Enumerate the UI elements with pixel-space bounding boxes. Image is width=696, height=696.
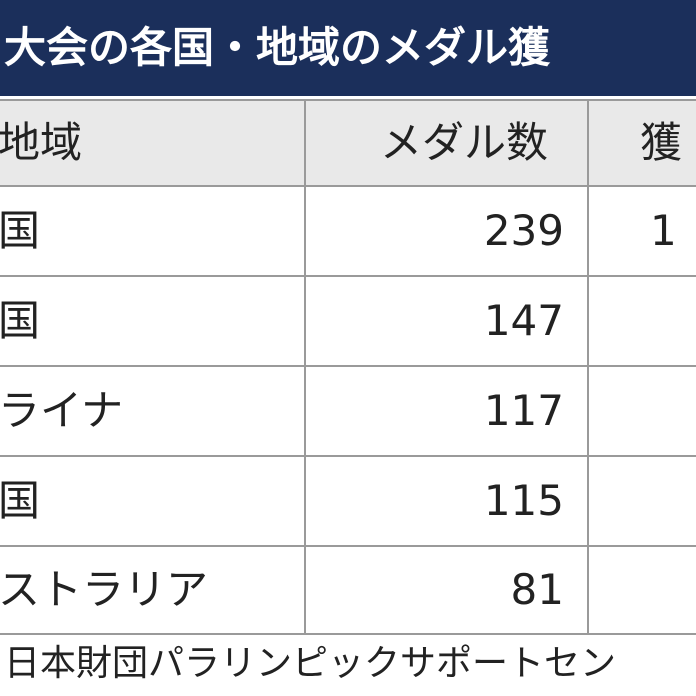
column-divider — [304, 100, 306, 634]
row-divider — [0, 365, 696, 367]
table-cell: ストラリア — [0, 565, 209, 614]
row-divider — [0, 275, 696, 277]
row-divider — [0, 545, 696, 547]
table-cell: 国 — [0, 206, 41, 255]
title-bar: 大会の各国・地域のメダル獲 — [0, 0, 696, 96]
table-cell: 国 — [0, 296, 41, 345]
table-cell: 239 — [483, 206, 564, 255]
column-divider — [587, 100, 589, 634]
header-cell: 地域 — [0, 118, 83, 167]
row-divider — [0, 633, 696, 635]
table-cell: 117 — [483, 386, 564, 435]
header-cell: メダル数 — [379, 118, 548, 167]
header-cell: 獲 — [640, 118, 683, 167]
table-cell: 1 — [650, 206, 677, 255]
source: 日本財団パラリンピックサポートセン — [4, 643, 617, 684]
table-cell: 147 — [483, 296, 564, 345]
table-cell: ライナ — [0, 386, 124, 435]
table-cell: 81 — [510, 565, 564, 614]
table-cell: 115 — [483, 476, 564, 525]
table-cell: 国 — [0, 476, 41, 525]
row-divider — [0, 185, 696, 187]
header-row — [0, 100, 696, 186]
title: 大会の各国・地域のメダル獲 — [4, 23, 551, 72]
row-divider — [0, 99, 696, 101]
row-divider — [0, 455, 696, 457]
